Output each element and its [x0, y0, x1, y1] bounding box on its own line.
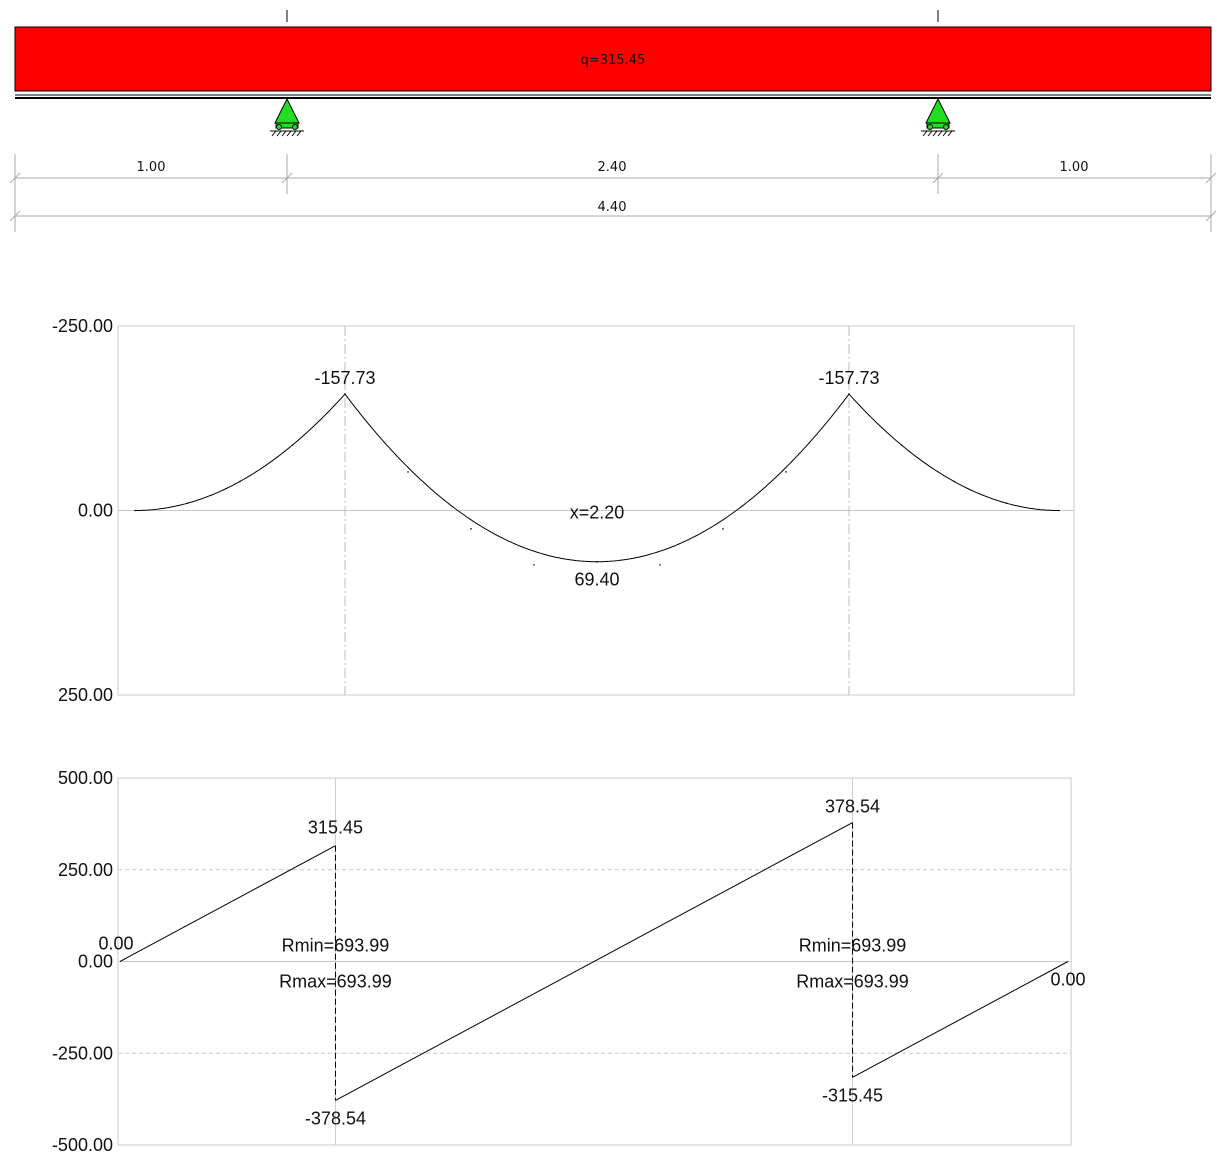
moment-point: [848, 393, 850, 395]
moment-ytick-label: -250.00: [52, 316, 113, 336]
moment-point: [785, 471, 787, 473]
moment-point: [659, 564, 661, 566]
shear-annotation: 0.00: [1050, 970, 1085, 990]
dimension-lines: [9, 154, 1217, 232]
shear-ytick-label: 500.00: [58, 768, 113, 788]
reaction-max-label-2: Rmax=693.99: [796, 972, 909, 992]
shear-ytick-label: 0.00: [78, 952, 113, 972]
moment-point: [470, 528, 472, 530]
shear-annotation: 315.45: [308, 818, 363, 838]
moment-point: [344, 393, 346, 395]
shear-annotation: -378.54: [305, 1108, 366, 1128]
span-label-3: 1.00: [1060, 160, 1089, 175]
shear-segment-1: [119, 845, 336, 962]
moment-point: [953, 480, 955, 483]
moment-point: [1058, 509, 1060, 512]
span-label-2: 2.40: [598, 160, 627, 175]
moment-point: [900, 444, 903, 446]
shear-annotation: -315.45: [822, 1085, 883, 1105]
moment-ytick-label: 0.00: [78, 501, 113, 521]
support-pin-left: [270, 97, 304, 137]
reaction-max-label-1: Rmax=693.99: [279, 972, 392, 992]
support-pin-right: [921, 97, 955, 137]
moment-point: [291, 444, 294, 446]
moment-ytick-label: 250.00: [58, 685, 113, 705]
load-label: q=315.45: [581, 53, 646, 68]
shear-ytick-label: -500.00: [52, 1135, 113, 1155]
shear-ytick-label: -250.00: [52, 1043, 113, 1063]
shear-ytick-label: 250.00: [58, 860, 113, 880]
moment-point: [596, 560, 598, 563]
moment-curve: [135, 393, 1059, 563]
shear-force-chart: 500.00 250.00 0.00 -250.00 -500.00 0.00 315.45…: [52, 768, 1086, 1155]
moment-point: [722, 528, 724, 530]
moment-point: [186, 502, 189, 505]
shear-annotation: 0.00: [98, 934, 133, 954]
moment-point: [407, 471, 409, 473]
reaction-min-label-1: Rmin=693.99: [282, 936, 390, 956]
bending-moment-chart: -250.00 0.00 250.00 -157.73 -157.73 x=2.20 69.…: [52, 316, 1075, 705]
moment-annotation: -157.73: [314, 368, 375, 388]
beam-section: q=315.45: [9, 10, 1217, 232]
shear-segment-3: [852, 961, 1069, 1078]
moment-annotation: x=2.20: [570, 503, 625, 523]
shear-annotation: 378.54: [825, 797, 880, 817]
distributed-load-bar: [14, 26, 1212, 92]
moment-point: [239, 480, 241, 483]
shear-segment-2: [335, 822, 853, 1101]
total-length-label: 4.40: [598, 200, 627, 215]
moment-annotation: -157.73: [818, 368, 879, 388]
reaction-min-label-2: Rmin=693.99: [799, 936, 907, 956]
moment-point: [533, 564, 535, 566]
span-label-1: 1.00: [137, 160, 166, 175]
moment-annotation: 69.40: [574, 570, 619, 590]
moment-point: [134, 509, 136, 512]
moment-point: [1005, 502, 1008, 505]
